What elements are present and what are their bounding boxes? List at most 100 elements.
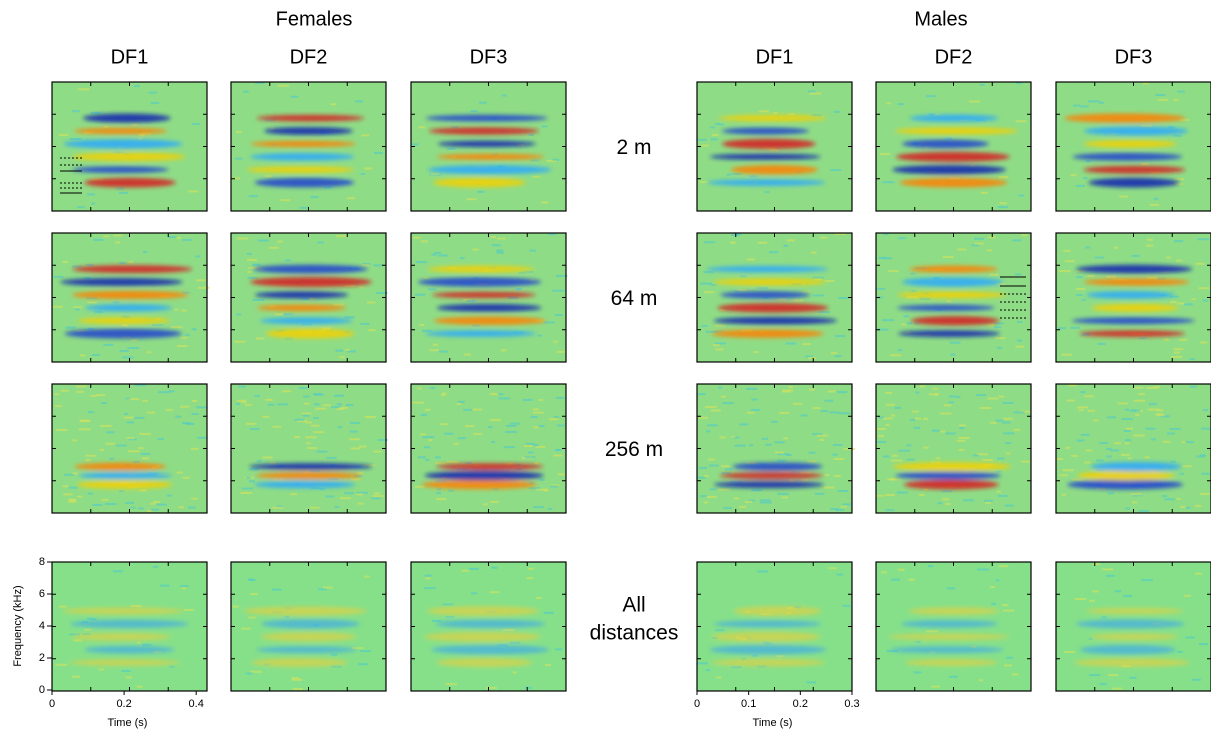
noise (722, 402, 734, 405)
noise (555, 396, 565, 399)
noise (125, 676, 132, 679)
noise (892, 454, 898, 457)
noise (838, 297, 849, 300)
spectrogram-panel (875, 383, 1032, 514)
noise (277, 403, 289, 406)
noise (829, 508, 839, 511)
noise (446, 147, 456, 150)
harmonic (432, 291, 536, 298)
harmonic (896, 151, 1010, 162)
noise (1056, 458, 1063, 461)
noise (544, 321, 555, 324)
harmonics (706, 265, 838, 338)
noise (301, 412, 312, 415)
noise (731, 666, 742, 669)
noise (746, 387, 758, 390)
noise (554, 314, 563, 317)
noise (553, 340, 558, 343)
noise (87, 193, 95, 196)
noise (72, 265, 82, 268)
noise (435, 492, 441, 495)
noise (946, 587, 956, 590)
noise (786, 239, 795, 242)
noise (524, 456, 536, 459)
noise (996, 457, 1005, 460)
noise (777, 298, 786, 301)
noise (838, 412, 851, 415)
noise (918, 494, 925, 497)
noise (87, 617, 93, 620)
noise (557, 473, 565, 476)
noise (717, 386, 723, 389)
harmonic (74, 462, 167, 471)
panel-background (52, 384, 207, 513)
noise (361, 134, 370, 137)
harmonic (1089, 633, 1179, 641)
noise (1127, 457, 1133, 460)
noise (335, 349, 344, 352)
noise (330, 103, 337, 106)
harmonic (1075, 264, 1193, 274)
noise (732, 173, 742, 176)
noise (1076, 294, 1083, 297)
group-title: Females (276, 8, 353, 30)
noise (731, 436, 740, 439)
noise (1002, 401, 1014, 404)
noise (1169, 428, 1181, 431)
noise (126, 437, 135, 440)
row-label: All (622, 594, 645, 617)
harmonic (721, 127, 810, 135)
noise (191, 328, 197, 331)
noise (429, 349, 440, 352)
noise (68, 500, 77, 503)
noise (294, 418, 305, 421)
noise (830, 169, 842, 172)
noise (832, 453, 838, 456)
noise (257, 459, 262, 462)
spectrogram-panel (51, 561, 208, 692)
noise (1119, 195, 1128, 198)
spectrogram-panel (875, 81, 1032, 212)
noise (138, 133, 145, 136)
noise (238, 385, 246, 388)
harmonics (74, 462, 173, 489)
noise (197, 286, 210, 289)
noise (54, 405, 63, 408)
y-tick-label: 6 (39, 588, 45, 600)
noise (1197, 238, 1210, 241)
noise (245, 672, 253, 675)
noise (359, 650, 371, 653)
noise (1013, 411, 1025, 414)
spectrogram-panel (1055, 81, 1211, 212)
noise (876, 427, 887, 430)
harmonic (254, 291, 349, 299)
noise (351, 478, 361, 481)
harmonic (259, 317, 353, 325)
harmonic (433, 316, 546, 325)
harmonic (436, 303, 542, 312)
noise (529, 249, 537, 252)
noise (1125, 507, 1130, 510)
x-tick-label: 0.1 (741, 698, 756, 710)
noise (751, 654, 758, 657)
noise (103, 235, 110, 238)
noise (58, 605, 67, 608)
noise (87, 301, 97, 304)
noise (313, 431, 325, 434)
column-label: DF3 (1115, 46, 1153, 68)
noise (882, 455, 890, 458)
noise (350, 447, 361, 450)
harmonic (250, 140, 357, 147)
noise (709, 488, 716, 491)
noise (191, 413, 199, 416)
noise (438, 350, 449, 353)
noise (368, 329, 376, 332)
noise (758, 110, 769, 113)
noise (434, 251, 442, 254)
harmonic (256, 646, 357, 654)
noise (526, 577, 534, 580)
noise (317, 241, 324, 244)
noise (890, 478, 902, 481)
noise (1080, 391, 1086, 394)
harmonic (84, 645, 175, 654)
